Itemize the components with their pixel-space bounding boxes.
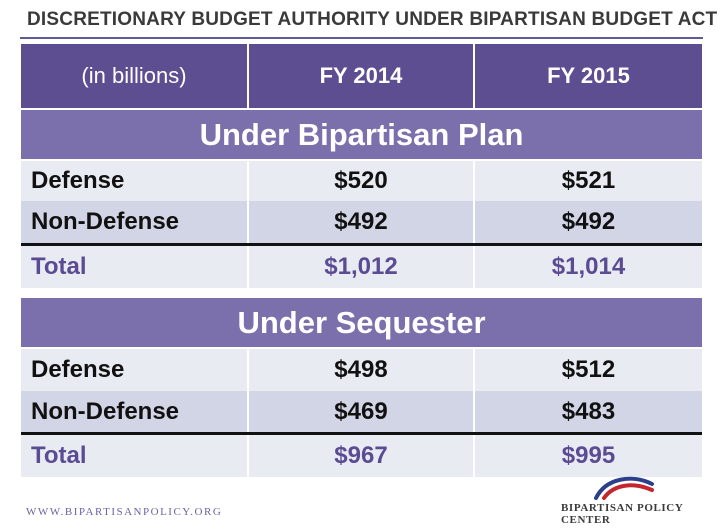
table-row: Defense $520 $521 <box>21 161 702 201</box>
row-fy2015-value: $483 <box>475 391 702 432</box>
row-fy2014-value: $492 <box>249 201 475 243</box>
total-fy2015-value: $995 <box>475 435 702 477</box>
title-underline <box>20 37 703 39</box>
table-row: Defense $498 $512 <box>21 349 702 391</box>
logo-wordmark: BIPARTISAN POLICY CENTER <box>561 502 683 526</box>
total-label: Total <box>21 435 249 477</box>
total-divider <box>21 432 702 435</box>
row-label: Defense <box>21 349 249 391</box>
row-fy2014-value: $520 <box>249 161 475 201</box>
section-heading-sequester: Under Sequester <box>21 298 702 347</box>
row-fy2014-value: $498 <box>249 349 475 391</box>
header-fy2015: FY 2015 <box>475 44 702 108</box>
total-fy2014-value: $967 <box>249 435 475 477</box>
arc-logo-icon <box>594 476 654 500</box>
row-label: Non-Defense <box>21 201 249 243</box>
total-fy2015-value: $1,014 <box>475 246 702 288</box>
total-row: Total $1,012 $1,014 <box>21 246 702 288</box>
header-units: (in billions) <box>21 44 249 108</box>
row-fy2014-value: $469 <box>249 391 475 432</box>
row-fy2015-value: $492 <box>475 201 702 243</box>
total-fy2014-value: $1,012 <box>249 246 475 288</box>
page-title: DISCRETIONARY BUDGET AUTHORITY UNDER BIP… <box>27 9 718 30</box>
table-row: Non-Defense $492 $492 <box>21 201 702 243</box>
footer-url: WWW.BIPARTISANPOLICY.ORG <box>26 506 223 518</box>
table-header-row: (in billions) FY 2014 FY 2015 <box>21 44 702 108</box>
total-label: Total <box>21 246 249 288</box>
total-row: Total $967 $995 <box>21 435 702 477</box>
total-divider <box>21 243 702 246</box>
row-label: Non-Defense <box>21 391 249 432</box>
row-label: Defense <box>21 161 249 201</box>
table-row: Non-Defense $469 $483 <box>21 391 702 432</box>
header-fy2014: FY 2014 <box>249 44 475 108</box>
section-heading-bipartisan: Under Bipartisan Plan <box>21 110 702 159</box>
row-fy2015-value: $512 <box>475 349 702 391</box>
row-fy2015-value: $521 <box>475 161 702 201</box>
